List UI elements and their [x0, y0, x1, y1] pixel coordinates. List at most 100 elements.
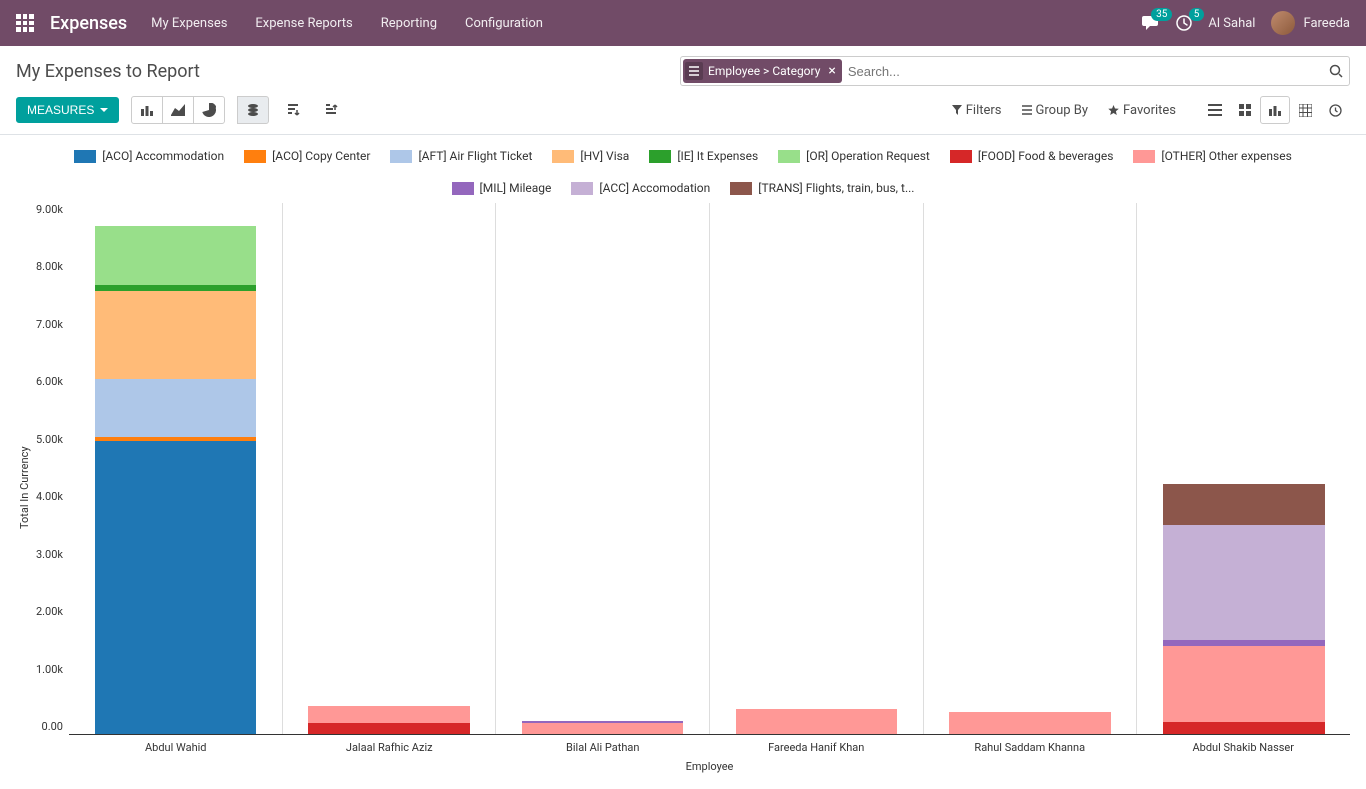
legend-item[interactable]: [ACO] Accommodation [74, 149, 224, 163]
legend-swatch [730, 182, 752, 195]
x-tick-label: Rahul Saddam Khanna [923, 735, 1137, 754]
graph-view-button[interactable] [1260, 96, 1290, 124]
legend-item[interactable]: [FOOD] Food & beverages [950, 149, 1114, 163]
legend-label: [TRANS] Flights, train, bus, t... [758, 181, 914, 195]
favorites-menu[interactable]: Favorites [1108, 103, 1176, 118]
legend-swatch [244, 150, 266, 163]
legend-label: [IE] It Expenses [677, 149, 758, 163]
stacked-bar[interactable] [95, 226, 257, 734]
y-tick: 7.00k [31, 318, 63, 331]
groupby-menu[interactable]: Group By [1022, 103, 1089, 118]
legend-item[interactable]: [MIL] Mileage [452, 181, 552, 195]
measures-button[interactable]: MEASURES [16, 97, 119, 123]
legend-item[interactable]: [TRANS] Flights, train, bus, t... [730, 181, 914, 195]
brand[interactable]: Expenses [50, 13, 127, 34]
nav-reporting[interactable]: Reporting [381, 16, 437, 31]
line-chart-button[interactable] [162, 96, 194, 124]
y-tick: 3.00k [31, 548, 63, 561]
legend-item[interactable]: [OTHER] Other expenses [1133, 149, 1291, 163]
legend-swatch [390, 150, 412, 163]
sort-desc-button[interactable] [279, 96, 307, 124]
bar-segment[interactable] [308, 723, 470, 734]
search-input[interactable] [842, 64, 1323, 79]
x-tick-label: Jalaal Rafhic Aziz [283, 735, 497, 754]
bar-segment[interactable] [949, 712, 1111, 734]
bar-segment[interactable] [736, 709, 898, 734]
bar-segment[interactable] [95, 379, 257, 438]
y-axis: 9.00k8.00k7.00k6.00k5.00k4.00k3.00k2.00k… [31, 203, 69, 733]
stacked-bar[interactable] [949, 712, 1111, 734]
y-tick: 2.00k [31, 605, 63, 618]
search-box[interactable]: Employee > Category × [680, 56, 1350, 86]
messages-badge: 35 [1151, 8, 1172, 21]
legend-label: [ACC] Accomodation [599, 181, 710, 195]
chart-column [924, 203, 1138, 734]
x-axis-label: Employee [69, 754, 1350, 773]
nav-menu: My Expenses Expense Reports Reporting Co… [151, 16, 1142, 31]
bar-segment[interactable] [1163, 484, 1325, 525]
chart-legend: [ACO] Accommodation [ACO] Copy Center [AFT… [16, 143, 1350, 203]
filter-icon [952, 105, 962, 115]
nav-right: 35 5 Al Sahal Fareeda [1142, 11, 1350, 35]
filters-menu[interactable]: Filters [952, 103, 1002, 118]
facet-remove-icon[interactable]: × [828, 63, 835, 79]
caret-down-icon [100, 108, 108, 112]
legend-label: [ACO] Copy Center [272, 149, 370, 163]
y-tick: 0.00 [31, 720, 63, 733]
bar-segment[interactable] [1163, 722, 1325, 734]
user-menu[interactable]: Fareeda [1271, 11, 1350, 35]
stacked-bar[interactable] [308, 706, 470, 734]
x-tick-label: Abdul Wahid [69, 735, 283, 754]
legend-item[interactable]: [HV] Visa [552, 149, 629, 163]
legend-swatch [552, 150, 574, 163]
navbar: Expenses My Expenses Expense Reports Rep… [0, 0, 1366, 46]
legend-label: [ACO] Accommodation [102, 149, 224, 163]
nav-my-expenses[interactable]: My Expenses [151, 16, 227, 31]
company-switcher[interactable]: Al Sahal [1208, 16, 1255, 31]
legend-label: [FOOD] Food & beverages [978, 149, 1114, 163]
apps-icon[interactable] [16, 14, 34, 32]
chart-area: [ACO] Accommodation [ACO] Copy Center [AFT… [0, 135, 1366, 789]
pie-chart-button[interactable] [193, 96, 225, 124]
legend-swatch [778, 150, 800, 163]
chart-type-group [131, 96, 225, 124]
sort-asc-button[interactable] [317, 96, 345, 124]
chart-column [1137, 203, 1350, 734]
bar-segment[interactable] [95, 291, 257, 379]
legend-item[interactable]: [ACO] Copy Center [244, 149, 370, 163]
kanban-view-button[interactable] [1230, 96, 1260, 124]
user-name: Fareeda [1303, 16, 1350, 31]
legend-item[interactable]: [ACC] Accomodation [571, 181, 710, 195]
pivot-view-button[interactable] [1290, 96, 1320, 124]
bar-segment[interactable] [95, 226, 257, 285]
stacked-bar[interactable] [522, 721, 684, 734]
stacked-bar[interactable] [1163, 484, 1325, 734]
legend-swatch [74, 150, 96, 163]
search-facet-groupby[interactable]: Employee > Category × [683, 59, 842, 83]
legend-item[interactable]: [OR] Operation Request [778, 149, 930, 163]
stack-group [237, 96, 269, 124]
messaging-icon[interactable]: 35 [1142, 15, 1160, 31]
plot-area [69, 203, 1350, 735]
nav-configuration[interactable]: Configuration [465, 16, 543, 31]
list-view-button[interactable] [1200, 96, 1230, 124]
bars-icon [685, 62, 703, 80]
bar-segment[interactable] [1163, 525, 1325, 641]
bars-icon [1022, 105, 1032, 115]
bar-segment[interactable] [1163, 646, 1325, 722]
bar-segment[interactable] [522, 723, 684, 734]
stacked-button[interactable] [237, 96, 269, 124]
bar-segment[interactable] [308, 706, 470, 724]
chart-column [496, 203, 710, 734]
legend-item[interactable]: [IE] It Expenses [649, 149, 758, 163]
bar-chart-button[interactable] [131, 96, 163, 124]
activity-view-button[interactable] [1320, 96, 1350, 124]
nav-expense-reports[interactable]: Expense Reports [255, 16, 352, 31]
bar-segment[interactable] [95, 441, 257, 734]
legend-item[interactable]: [AFT] Air Flight Ticket [390, 149, 532, 163]
stacked-bar[interactable] [736, 709, 898, 734]
activities-icon[interactable]: 5 [1176, 15, 1192, 31]
y-tick: 9.00k [31, 203, 63, 216]
measures-label: MEASURES [27, 103, 94, 117]
search-icon[interactable] [1329, 64, 1343, 78]
